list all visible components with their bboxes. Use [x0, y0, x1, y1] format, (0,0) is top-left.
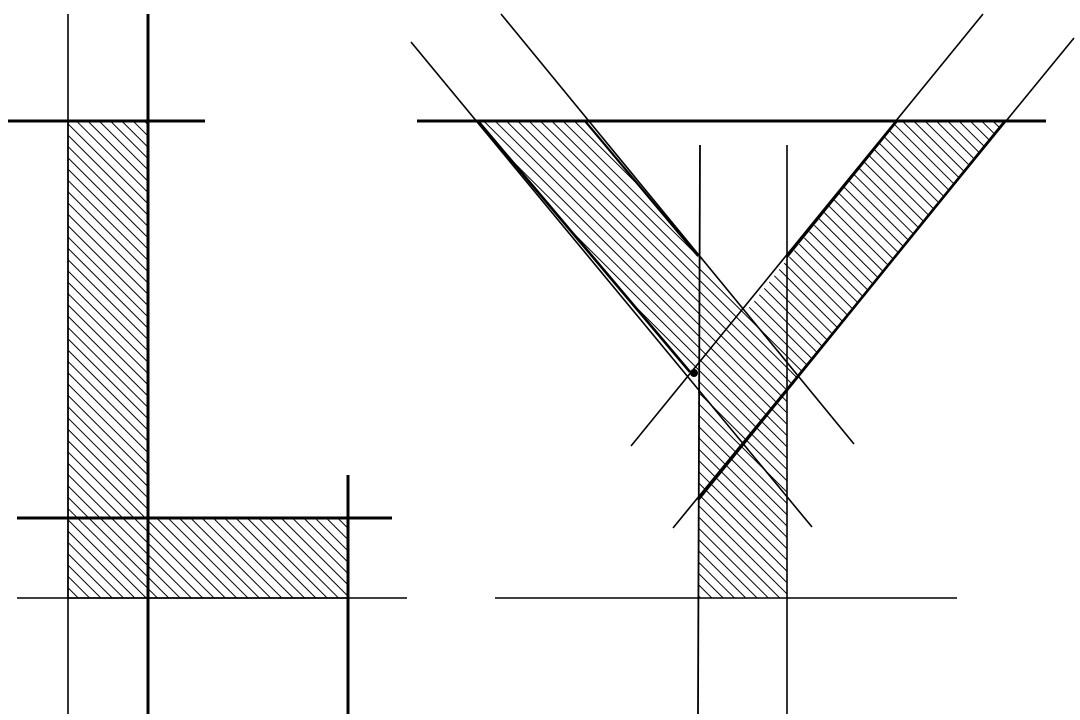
letter-y — [410, 13, 1075, 715]
letter-l-guides — [8, 14, 407, 714]
letter-l-fill — [67, 120, 349, 599]
arm-edge — [477, 120, 691, 373]
guide-line — [630, 13, 984, 447]
letter-y-fill — [478, 121, 1005, 598]
arm-edge — [584, 120, 699, 257]
letter-l — [8, 14, 407, 714]
guide-line — [697, 144, 701, 715]
guide-line — [410, 41, 813, 528]
letter-l-stem — [67, 120, 149, 519]
letter-y-guides — [410, 13, 1075, 715]
arm-edge — [696, 120, 1007, 501]
letter-y-left-arm — [478, 121, 795, 372]
letter-l-foot — [67, 517, 349, 599]
guide-line — [500, 13, 855, 445]
junction-dot — [690, 369, 698, 377]
arm-edge — [786, 120, 898, 258]
